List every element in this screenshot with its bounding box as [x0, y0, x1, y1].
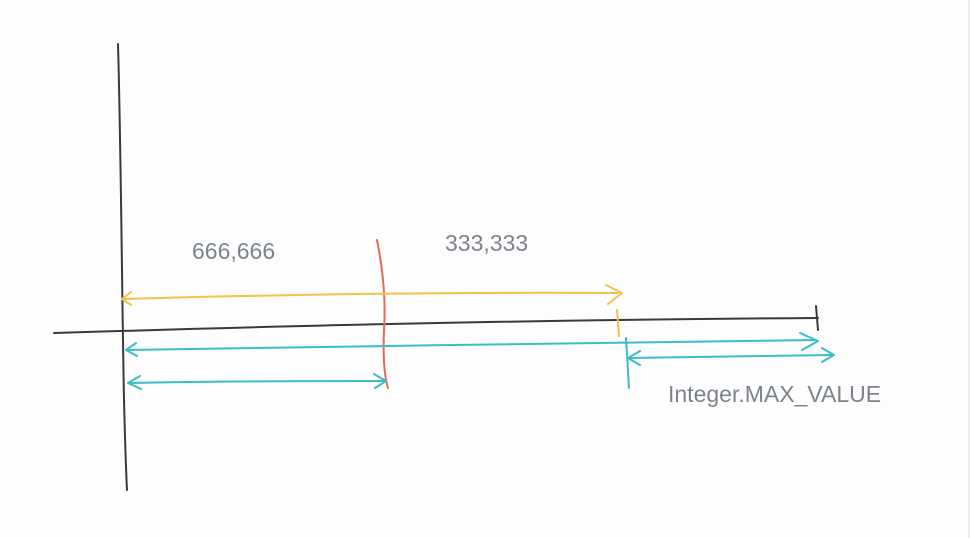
label-666666: 666,666 — [192, 238, 275, 264]
orange-arrowhead-right — [606, 285, 622, 304]
teal-short-arrow — [129, 381, 384, 383]
teal-overflow-tick — [626, 338, 629, 388]
label-integer-max-value: Integer.MAX_VALUE — [668, 381, 881, 407]
orange-double-arrow — [123, 293, 618, 299]
vertical-axis — [118, 44, 127, 490]
teal-overflow-arrow — [628, 355, 832, 358]
axis-end-tick — [816, 306, 818, 330]
label-333333: 333,333 — [445, 230, 528, 256]
orange-drop-tick — [617, 310, 619, 336]
red-divider-line — [377, 240, 388, 388]
horizontal-axis — [54, 318, 818, 333]
teal-long-arrow — [127, 340, 816, 350]
teal-long-arrowhead-right — [800, 333, 818, 350]
